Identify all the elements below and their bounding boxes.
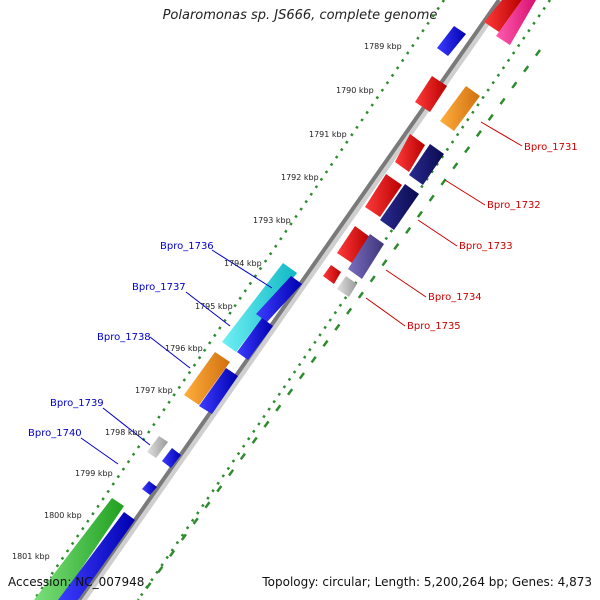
genome-summary: Topology: circular; Length: 5,200,264 bp… xyxy=(262,575,592,589)
reverse-gene-arrows xyxy=(323,0,536,297)
forward-leader-lines xyxy=(80,249,273,465)
reverse-gene-labels: Bpro_1731 Bpro_1732 Bpro_1733 Bpro_1734 … xyxy=(407,142,578,332)
leader-1734 xyxy=(385,269,427,298)
tick-label: 1792 kbp xyxy=(281,173,319,182)
tick-label: 1796 kbp xyxy=(165,344,203,353)
gene-label[interactable]: Bpro_1731 xyxy=(524,142,578,153)
gene-label[interactable]: Bpro_1739 xyxy=(50,398,104,409)
tick-label: 1800 kbp xyxy=(44,511,82,520)
gene-arrow-blue-1740a[interactable] xyxy=(162,448,181,468)
tick-label: 1798 kbp xyxy=(105,428,143,437)
gene-arrow-purple-1734[interactable] xyxy=(348,234,384,279)
forward-gene-arrows xyxy=(34,26,466,600)
gene-arrow-green[interactable] xyxy=(34,498,124,600)
tick-label: 1789 kbp xyxy=(364,42,402,51)
forward-gene-labels: Bpro_1736 Bpro_1737 Bpro_1738 Bpro_1739 … xyxy=(28,241,214,439)
leader-1735 xyxy=(365,297,406,327)
gene-arrow-gray-1739[interactable] xyxy=(147,436,168,458)
gene-label[interactable]: Bpro_1735 xyxy=(407,321,461,332)
gene-arrow-red-small[interactable] xyxy=(323,265,341,284)
leader-1738 xyxy=(149,336,191,369)
gene-label[interactable]: Bpro_1734 xyxy=(428,292,482,303)
gene-arrow-red-1734[interactable] xyxy=(337,226,370,263)
gene-arrow-navy-1733[interactable] xyxy=(380,184,419,230)
gene-arrow-blue-1738b[interactable] xyxy=(199,368,238,414)
gene-label[interactable]: Bpro_1736 xyxy=(160,241,214,252)
gene-arrow-pink-top[interactable] xyxy=(496,0,536,45)
gene-label[interactable]: Bpro_1740 xyxy=(28,428,82,439)
genome-title: Polaromonas sp. JS666, complete genome xyxy=(162,8,438,23)
leader-1739 xyxy=(102,407,151,446)
tick-label: 1801 kbp xyxy=(12,552,50,561)
tick-label: 1795 kbp xyxy=(195,302,233,311)
leader-1731 xyxy=(480,121,523,147)
tick-labels: 1789 kbp 1790 kbp 1791 kbp 1792 kbp 1793… xyxy=(12,42,402,561)
tick-label: 1799 kbp xyxy=(75,469,113,478)
gene-arrow-blue-1736b[interactable] xyxy=(256,276,302,322)
gene-arrow-navy-1732[interactable] xyxy=(409,144,444,185)
reverse-leader-lines xyxy=(365,121,523,327)
reverse-dash-line xyxy=(136,49,542,600)
gene-arrow-red-1732[interactable] xyxy=(395,134,425,172)
leader-1737 xyxy=(185,291,231,327)
gene-arrow-cyan-1736[interactable] xyxy=(222,263,297,352)
accession-label: Accession: NC_007948 xyxy=(8,575,145,589)
leader-1736 xyxy=(211,249,273,289)
tick-label: 1791 kbp xyxy=(309,130,347,139)
tick-label: 1793 kbp xyxy=(253,216,291,225)
gene-label[interactable]: Bpro_1733 xyxy=(459,241,513,252)
gene-arrow-red-1733[interactable] xyxy=(365,174,402,217)
gene-arrow-blue-1740b[interactable] xyxy=(142,481,157,495)
tick-label: 1797 kbp xyxy=(135,386,173,395)
inner-dot-line xyxy=(32,0,446,600)
gene-arrow-blue-top[interactable] xyxy=(437,26,466,56)
tick-label: 1790 kbp xyxy=(336,86,374,95)
tick-label: 1794 kbp xyxy=(224,259,262,268)
gene-label[interactable]: Bpro_1737 xyxy=(132,282,186,293)
gene-label[interactable]: Bpro_1732 xyxy=(487,200,541,211)
leader-1733 xyxy=(417,219,458,247)
gene-arrow-red-top[interactable] xyxy=(484,0,522,32)
gene-arrow-red-1731[interactable] xyxy=(415,76,447,112)
leader-1740 xyxy=(80,437,119,465)
gene-label[interactable]: Bpro_1738 xyxy=(97,332,151,343)
gene-arrow-gray-1735[interactable] xyxy=(337,276,357,297)
gene-arrow-blue-1737[interactable] xyxy=(237,318,273,360)
gene-arrow-orange-1738[interactable] xyxy=(184,352,230,405)
gene-arrow-blue-bottom[interactable] xyxy=(58,512,135,600)
leader-1732 xyxy=(444,179,486,206)
gene-arrow-orange-1731[interactable] xyxy=(440,86,480,131)
